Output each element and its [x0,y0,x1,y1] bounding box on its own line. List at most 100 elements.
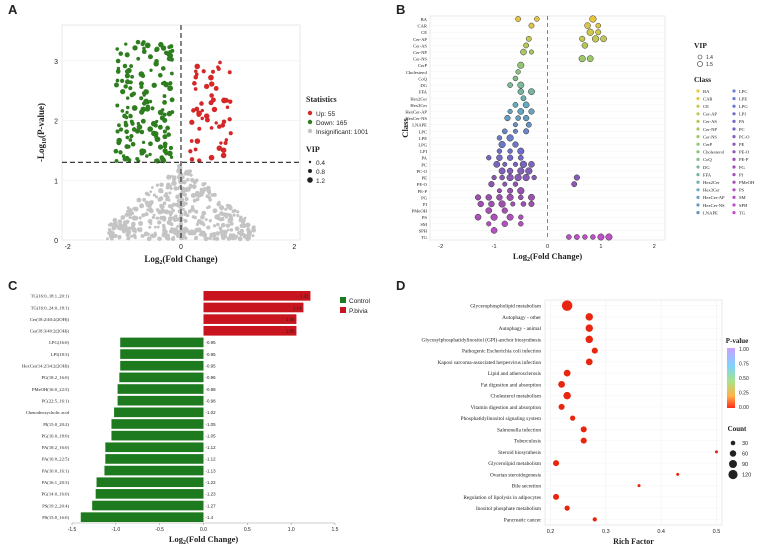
volcano-point-insignificant [251,234,255,238]
volcano-point-down [130,74,135,79]
class-point [512,122,518,128]
class-point [474,213,482,221]
class-point [499,174,505,181]
enrichment-legend-pvalue-label: 0.75 [739,362,749,368]
volcano-point-down [160,66,166,71]
class-legend-label: TG [739,210,746,215]
enrichment-pathway-label: Steroid biosynthesis [498,450,541,456]
volcano-point-insignificant [184,169,190,175]
volcano-point-insignificant [132,206,136,210]
volcano-point-up [211,106,218,113]
bar-x-tick-label: -0.5 [155,527,164,533]
class-y-tick-label: PI [423,202,428,207]
volcano-point-insignificant [186,177,190,182]
class-legend-label: LPC [739,89,747,94]
bar-x-tick-label: 1.0 [288,527,295,533]
class-legend-marker [732,127,736,131]
enrichment-point [563,391,571,400]
class-legend-marker [732,142,736,146]
bar-legend-swatch [340,307,346,313]
volcano-point-insignificant [126,226,131,231]
volcano-point-insignificant [236,213,240,218]
class-point [504,115,511,122]
bar-value-label: -0.95 [206,364,217,369]
class-legend-marker [732,119,736,123]
enrichment-pathway-label: Glycerolipid metabolism [488,461,542,467]
class-point [517,81,525,89]
volcano-point-down [124,155,130,161]
panel-label-a: A [8,2,18,17]
bar-category-label: LPI(18:3) [51,352,70,357]
class-point [498,140,506,149]
class-legend-marker [696,188,700,192]
class-legend-marker [732,157,736,161]
class-point [501,128,508,135]
class-point [525,167,533,175]
volcano-point-insignificant [166,174,172,180]
volcano-point-down [138,81,144,87]
bar [119,372,204,383]
volcano-point-down [124,73,130,79]
volcano-point-insignificant [158,196,164,201]
enrichment-point [570,415,576,421]
volcano-point-down [144,42,151,49]
volcano-point-up [209,81,215,87]
volcano-point-insignificant [126,209,130,214]
class-y-tick-label: PG [421,195,428,200]
class-y-tick-label: LPC [419,129,427,134]
class-x-tick-label: 1 [599,244,602,250]
volcano-point-insignificant [185,186,189,190]
volcano-point-insignificant [128,210,133,215]
volcano-point-insignificant [201,210,207,216]
volcano-point-down [120,78,125,84]
volcano-point-insignificant [208,219,212,223]
volcano-point-insignificant [175,217,180,222]
class-point [512,161,518,167]
class-legend-marker [696,89,700,93]
volcano-point-insignificant [181,203,186,207]
class-point [515,69,521,75]
class-point [506,134,514,142]
volcano-point-insignificant [167,216,173,222]
bar-category-label: PA(18:2_16:0) [42,445,70,450]
bar [111,430,204,441]
volcano-point-down [157,72,163,78]
class-y-tick-label: Hex3Cer [410,103,427,108]
bar [104,465,204,476]
volcano-x-tick-label: -2 [65,244,71,251]
panel-label-b: B [396,2,405,17]
class-legend-label: PG [739,165,746,170]
volcano-point-insignificant [128,215,132,219]
volcano-point-insignificant [224,212,229,216]
class-legend-label: DG [703,165,710,170]
class-point [581,42,589,49]
class-point [523,42,530,49]
volcano-point-up [227,117,232,122]
bar [92,500,204,511]
class-point [506,173,514,182]
volcano-y-tick-label: 1 [54,178,58,185]
volcano-point-down [167,45,172,50]
class-y-tick-label: Hex2Cer [410,96,427,101]
class-point [518,194,524,201]
volcano-point-insignificant [165,233,170,238]
volcano-point-insignificant [227,205,233,210]
volcano-point-insignificant [121,228,127,234]
bar-value-label: -1.23 [206,492,217,497]
volcano-point-down [157,124,163,130]
class-legend-label: Cer-NP [703,127,717,132]
volcano-point-up [194,63,200,70]
volcano-point-insignificant [140,233,145,238]
volcano-point-insignificant [118,226,123,231]
volcano-point-down [162,129,167,134]
class-point [502,181,508,187]
enrichment-point [561,300,573,311]
enrichment-pathway-label: Inositol phosphate metabolism [476,506,542,512]
volcano-legend-marker [307,119,313,125]
volcano-point-up [228,131,233,136]
volcano-point-down [143,98,150,105]
class-legend-label: Cer-NS [703,134,717,139]
class-y-tick-label: BA [421,17,428,22]
class-legend-label: PE-O [739,150,750,155]
